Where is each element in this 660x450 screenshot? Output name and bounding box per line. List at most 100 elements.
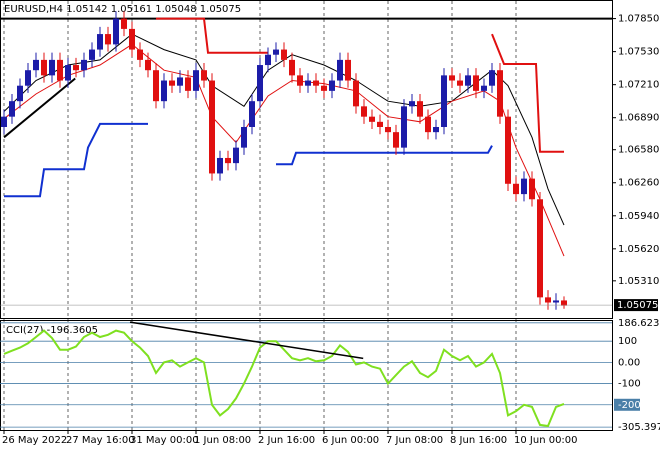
y-tick-label: 1.05940 [618,211,659,222]
candle-body [265,54,271,66]
candle-body [561,300,567,306]
x-tick-label: 26 May 2022 [2,435,67,446]
candle-body [57,59,63,81]
y-tick-label: 186.6239 [618,318,660,329]
candle-body [201,70,207,81]
y-tick-label: 100 [618,336,637,347]
candle-body [161,80,167,102]
candle-body [481,85,487,91]
candle-body [361,106,367,117]
y-tick-label: 1.06580 [618,145,659,156]
x-tick-label: 1 Jun 08:00 [194,435,251,446]
candle-body [153,70,159,102]
candle-body [417,101,423,117]
candle-body [113,18,119,45]
candle-body [25,70,31,86]
candle-body [1,116,7,127]
candle-body [209,80,215,174]
candle-body [129,28,135,50]
candle-body [529,178,535,200]
candle-body [553,300,559,303]
candle-body [73,65,79,71]
current-price-box [614,299,658,312]
x-tick-label: 7 Jun 08:00 [386,435,443,446]
indicator-line [3,77,76,139]
candle-body [249,101,255,127]
candle-body [193,70,199,91]
candle-body [177,77,183,86]
candle-body [321,85,327,91]
candle-body [65,65,71,81]
cci-line [3,329,565,428]
candle-body [297,75,303,86]
candle-body [393,132,399,148]
candle-body [81,59,87,71]
candle-body [33,59,39,71]
candle-body [41,59,47,76]
candle-body [513,183,519,195]
y-tick-label: 1.07210 [618,80,659,91]
candle-body [281,49,287,60]
candle-body [425,116,431,133]
candle-body [257,65,263,102]
candle-body [401,106,407,148]
candle-body [505,116,511,184]
y-tick-label: -305.3977 [618,422,660,433]
candle-body [121,18,127,29]
candle-body [377,121,383,127]
candle-body [521,178,527,195]
candle-body [369,116,375,122]
candle-body [185,77,191,91]
candle-body [385,126,391,133]
candle-body [441,75,447,127]
cci-title: CCI(27) -196.3605 [6,325,98,336]
candle-body [313,80,319,86]
x-tick-label: 6 Jun 00:00 [322,435,379,446]
cci-panel [0,320,613,431]
candle-body [497,70,503,117]
x-tick-label: 2 Jun 16:00 [258,435,315,446]
candle-body [337,59,343,81]
candle-body [97,34,103,50]
candle-body [345,59,351,81]
x-tick-label: 27 May 16:00 [66,435,135,446]
current-price-label: 1.05075 [617,300,658,311]
candle-body [49,59,55,76]
candle-body [169,80,175,86]
candle-body [329,80,335,91]
candle-body [145,59,151,71]
candle-body [433,126,439,133]
y-tick-label: 1.07850 [618,14,659,25]
indicator-line [156,17,564,153]
trend-line [129,321,364,360]
x-tick-label: 8 Jun 16:00 [450,435,507,446]
candle-body [241,126,247,148]
candle-body [9,101,15,117]
candle-body [89,49,95,60]
candle-body [473,75,479,91]
y-tick-label: -200 [618,400,641,411]
chart-title: EURUSD,H4 1.05142 1.05161 1.05048 1.0507… [4,4,241,15]
x-tick-label: 31 May 00:00 [130,435,199,446]
candle-body [545,297,551,303]
y-tick-label: -100 [618,379,641,390]
x-tick-label: 10 Jun 00:00 [514,435,578,446]
tick-highlight [614,398,640,411]
y-tick-label: 1.07530 [618,47,659,58]
candle-body [233,147,239,164]
y-tick-label: 1.05620 [618,244,659,255]
candle-body [305,80,311,86]
candle-body [489,70,495,86]
price-panel [0,0,613,319]
candle-body [225,157,231,164]
candle-body [273,49,279,55]
candle-body [217,157,223,174]
y-tick-label: 0.00 [618,357,640,368]
candle-body [409,101,415,107]
candle-body [457,80,463,86]
y-tick-label: 1.06260 [618,178,659,189]
candle-body [137,49,143,60]
candle-body [17,85,23,102]
